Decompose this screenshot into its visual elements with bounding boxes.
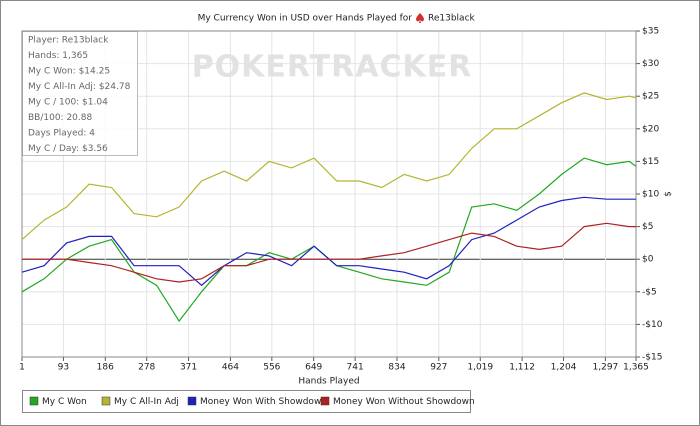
stat-line: Days Played: 4 xyxy=(28,129,95,139)
watermark: POKERTRACKER xyxy=(192,50,473,85)
legend-swatch xyxy=(187,396,197,406)
legend-swatch xyxy=(101,396,111,406)
legend-label: My C All-In Adj xyxy=(114,397,179,407)
x-tick-label: 371 xyxy=(180,363,197,373)
plot-border xyxy=(21,30,637,358)
legend xyxy=(22,390,471,413)
x-tick-label: 1 xyxy=(19,363,25,373)
spade-icon xyxy=(416,13,424,23)
y-tick-label: $30 xyxy=(642,59,659,69)
x-tick-label: 927 xyxy=(430,363,447,373)
x-tick-label: 649 xyxy=(305,363,322,373)
y-tick-label: $20 xyxy=(642,124,659,134)
x-tick-label: 741 xyxy=(347,363,364,373)
x-tick-label: 1,204 xyxy=(551,363,577,373)
x-tick-label: 278 xyxy=(138,363,155,373)
y-tick-label: $5 xyxy=(642,222,653,232)
x-tick-label: 186 xyxy=(97,363,114,373)
stat-line: My C / Day: $3.56 xyxy=(28,144,108,154)
x-tick-label: 1,019 xyxy=(467,363,493,373)
legend-swatch xyxy=(29,396,39,406)
stats-box xyxy=(22,31,138,156)
y-tick-label: $10 xyxy=(642,190,659,200)
y-tick-label: $15 xyxy=(642,157,659,167)
player-name: Re13black xyxy=(428,14,476,24)
y-tick-label: -$10 xyxy=(642,320,663,330)
stat-line: My C All-In Adj: $24.78 xyxy=(28,82,131,92)
x-tick-label: 1,297 xyxy=(593,363,619,373)
y-tick-label: $25 xyxy=(642,92,659,102)
stat-line: Hands: 1,365 xyxy=(28,51,88,61)
legend-label: Money Won Without Showdown xyxy=(333,397,475,407)
x-tick-label: 1,112 xyxy=(509,363,535,373)
y-tick-label: -$15 xyxy=(642,353,662,363)
stat-line: My C Won: $14.25 xyxy=(28,67,110,77)
legend-swatch xyxy=(320,396,330,406)
x-axis-label: Hands Played xyxy=(298,377,359,387)
y-tick-label: $35 xyxy=(642,27,659,37)
series-line xyxy=(21,92,637,241)
x-tick-label: 464 xyxy=(222,363,239,373)
x-tick-label: 834 xyxy=(388,363,405,373)
stat-line: My C / 100: $1.04 xyxy=(28,98,108,108)
series-line xyxy=(21,196,636,287)
x-tick-label: 1,365 xyxy=(623,363,649,373)
chart-title: My Currency Won in USD over Hands Played… xyxy=(198,14,413,24)
y-tick-label: -$5 xyxy=(642,287,657,297)
stat-line: Player: Re13black xyxy=(28,36,109,46)
x-tick-label: 93 xyxy=(58,363,69,373)
x-tick-label: 556 xyxy=(263,363,280,373)
y-axis-label: $ xyxy=(664,191,674,197)
y-tick-label: $0 xyxy=(642,255,654,265)
legend-label: Money Won With Showdown xyxy=(200,397,327,407)
legend-label: My C Won xyxy=(42,397,87,407)
stat-line: BB/100: 20.88 xyxy=(28,113,92,123)
series-line xyxy=(22,222,636,283)
